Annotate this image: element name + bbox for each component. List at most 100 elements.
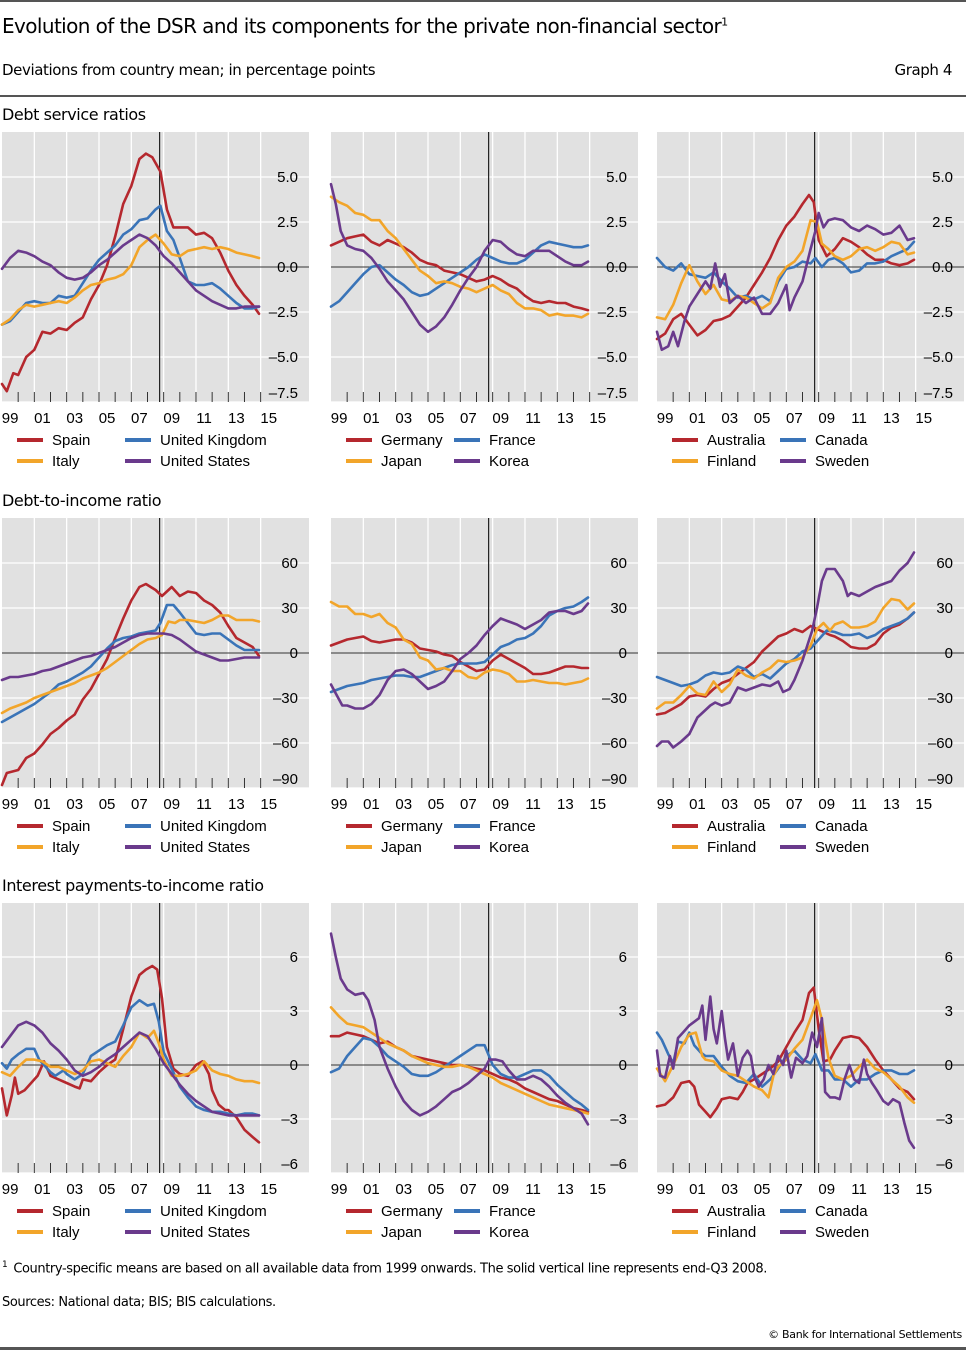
x-tick-label: 05 [428,796,445,813]
y-tick-label: 30 [610,600,627,617]
x-tick-label: 11 [196,410,212,427]
graph-title: Evolution of the DSR and its components … [2,14,728,38]
x-tick-label: 13 [557,796,574,813]
legend-item-united-kingdom: United Kingdom [125,1202,267,1222]
y-tick-label: 60 [936,555,953,572]
legend-swatch [17,459,43,464]
x-tick-label: 99 [2,796,19,813]
row-title-debt-service: Debt service ratios [2,105,146,124]
x-tick-label: 13 [228,1181,245,1198]
legend-swatch [346,845,372,850]
legend-item-germany: Germany [346,431,443,451]
x-tick-label: 07 [131,1181,148,1198]
y-tick-label: 0 [619,1057,627,1074]
row-title-debt-to-income: Debt-to-income ratio [2,491,162,510]
x-tick-label: 09 [818,410,835,427]
x-tick-label: 03 [721,1181,738,1198]
x-tick-label: 11 [196,796,212,813]
legend-item-germany: Germany [346,1202,443,1222]
x-tick-label: 05 [754,1181,771,1198]
legend-label: Korea [489,839,530,856]
legend-swatch [346,459,372,464]
series-line-spain [0,964,261,1144]
y-tick-label: –2.5 [598,304,627,321]
legend-swatch [454,824,480,829]
sources-note: Sources: National data; BIS; BIS calcula… [2,1295,276,1310]
y-tick-label: –2.5 [269,304,298,321]
legend-label: Sweden [815,839,870,856]
chart-panel-1-2: 60 30 0 –30 –60 –90 99 01 03 05 07 09 11 13 15 [655,518,964,813]
legend-item-sweden: Sweden [780,452,869,472]
legend-swatch [17,1209,43,1214]
legend-item-france: France [454,817,536,837]
y-tick-label: –90 [273,771,298,788]
legend-label: Spain [52,818,91,835]
y-tick-label: –3 [610,1111,627,1128]
y-tick-label: 0.0 [277,259,298,276]
legend-swatch [125,459,151,464]
series-line-united-states [0,233,261,310]
x-tick-label: 05 [99,410,116,427]
legend-swatch [346,1230,372,1235]
series-line-france [329,240,590,308]
series-line-united-states [0,1020,261,1117]
x-tick-label: 13 [228,410,245,427]
x-tick-label: 07 [786,1181,803,1198]
x-tick-label: 01 [689,1181,706,1198]
series-line-germany [329,635,590,676]
x-tick-label: 11 [851,796,867,813]
y-tick-label: 0 [290,645,298,662]
x-tick-label: 01 [34,796,51,813]
graph-number: Graph 4 [894,61,952,79]
y-tick-label: 60 [281,555,298,572]
x-tick-label: 15 [260,410,277,427]
legend-swatch [346,438,372,443]
legend-item-korea: Korea [454,1223,529,1243]
x-tick-label: 03 [66,1181,83,1198]
y-tick-label: 6 [290,949,298,966]
legend-label: Korea [489,453,530,470]
row-title-interest-payments: Interest payments-to-income ratio [2,876,264,895]
legend-swatch [672,459,698,464]
x-tick-label: 03 [395,796,412,813]
series-line-finland [655,597,916,710]
x-tick-label: 05 [754,796,771,813]
series-line-united-states [0,632,261,682]
legend-item-finland: Finland [672,452,756,472]
legend-label: France [489,818,536,835]
legend-item-australia: Australia [672,431,765,451]
x-tick-label: 07 [460,410,477,427]
y-tick-label: –60 [602,735,627,752]
y-tick-label: –7.5 [598,385,627,402]
y-tick-label: 0 [619,645,627,662]
x-tick-label: 99 [331,796,348,813]
title-footnote-mark: 1 [721,15,728,29]
x-tick-label: 07 [786,410,803,427]
legend-label: Japan [381,453,422,470]
x-tick-label: 11 [851,1181,867,1198]
legend-label: France [489,432,536,449]
x-tick-label: 13 [883,796,900,813]
legend-item-japan: Japan [346,452,422,472]
x-tick-label: 15 [915,1181,932,1198]
x-tick-label: 09 [818,1181,835,1198]
series-line-sweden [655,211,916,352]
legend-item-canada: Canada [780,817,868,837]
legend-swatch [780,438,806,443]
chart-panel-0-2: 5.0 2.5 0.0 –2.5 –5.0 –7.5 99 01 03 05 07 09 11 13 15 [655,132,964,427]
y-tick-label: 5.0 [606,169,627,186]
y-tick-label: –7.5 [269,385,298,402]
bottom-rule [0,1347,966,1350]
legend-swatch [17,438,43,443]
legend-item-spain: Spain [17,431,90,451]
y-tick-label: –6 [281,1156,298,1173]
y-tick-label: 6 [945,949,953,966]
x-tick-label: 09 [492,410,509,427]
legend-label: United States [160,839,251,856]
series-line-france [329,1036,590,1112]
y-tick-label: 5.0 [277,169,298,186]
legend-item-united-kingdom: United Kingdom [125,431,267,451]
legend-swatch [454,438,480,443]
legend-swatch [780,824,806,829]
series-line-australia [655,193,916,341]
